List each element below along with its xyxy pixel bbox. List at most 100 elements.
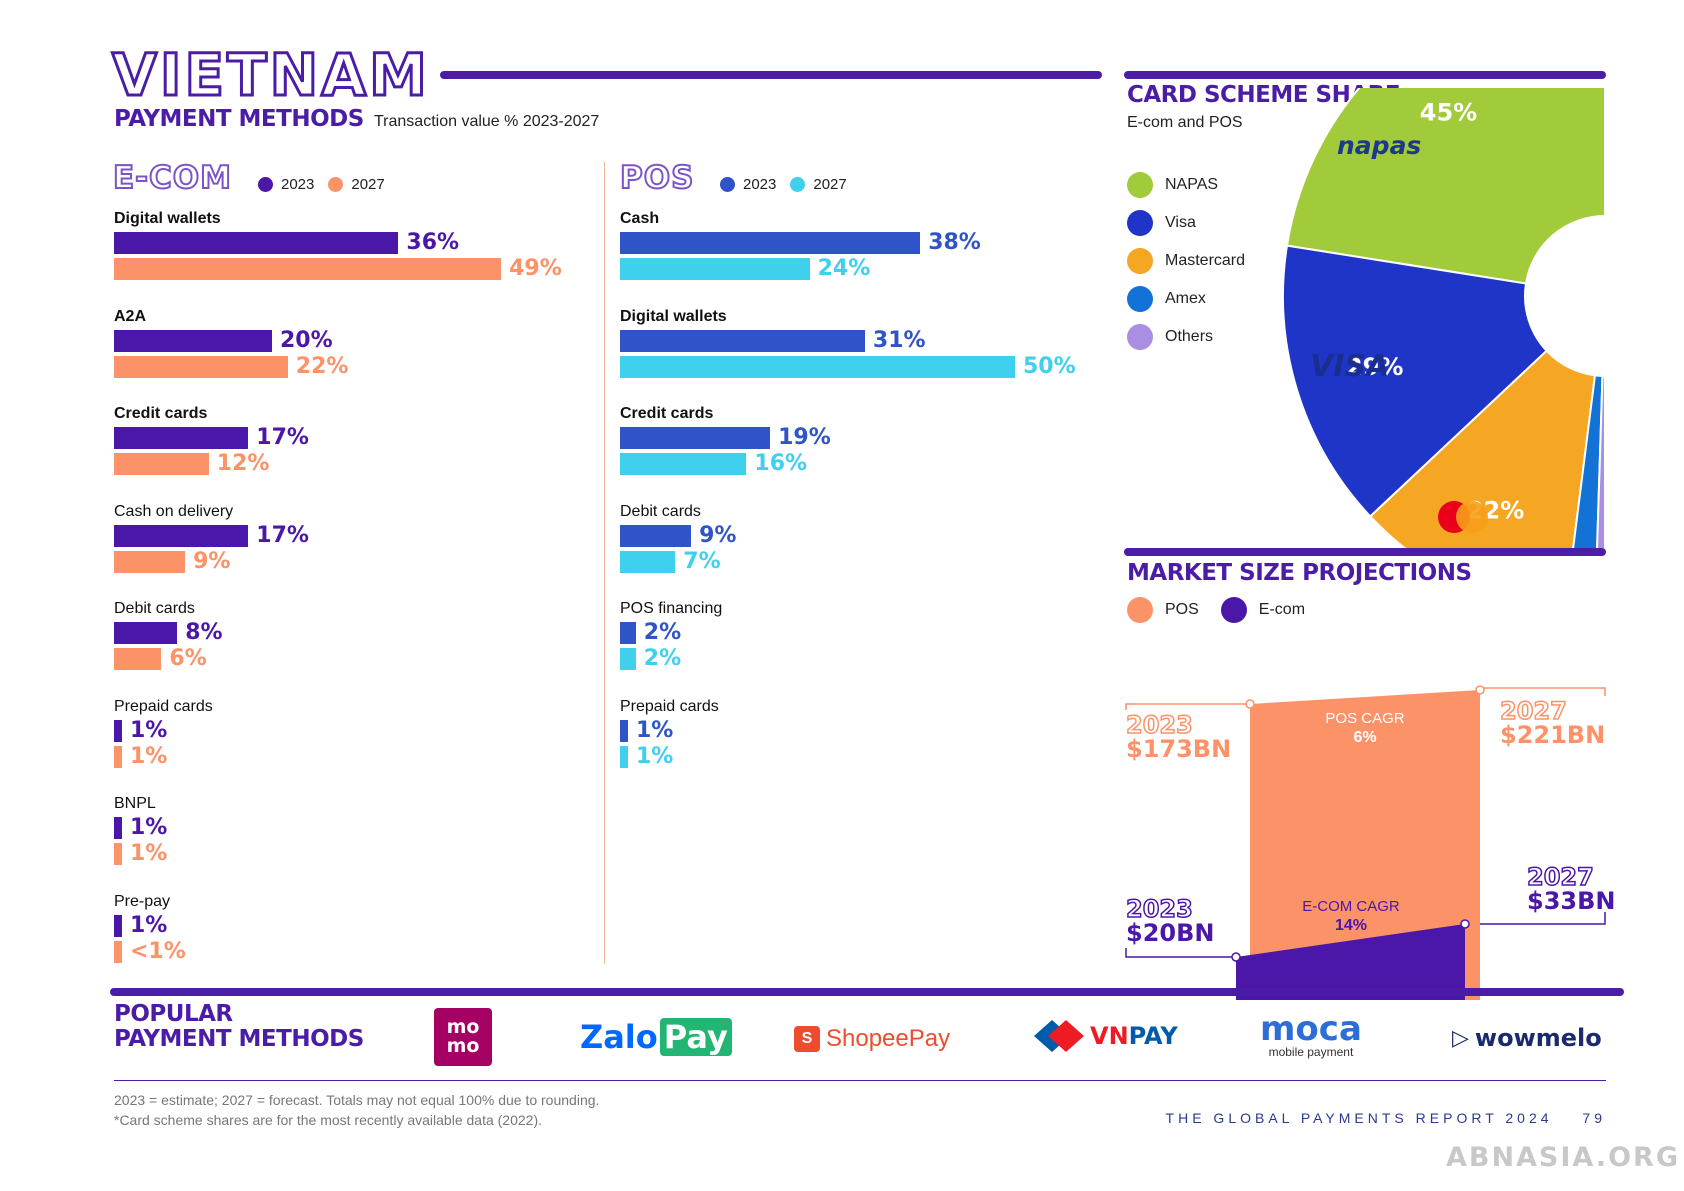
- pos-legend-2023: 2023: [743, 176, 777, 193]
- ecom-bar-2027: [114, 745, 122, 768]
- card-scheme-legend: NAPAS Visa Mastercard Amex Others: [1127, 172, 1245, 350]
- pie-label-visa: 29%: [1346, 353, 1403, 381]
- ecom-value-label-2023: 17%: [256, 522, 309, 548]
- ecom-value-label-2023: 8%: [185, 620, 223, 645]
- zalopay-logo: Zalo Pay: [580, 1016, 732, 1058]
- pos-legend-2023-dot: [720, 177, 735, 192]
- moca-logo: moca mobile payment: [1260, 1009, 1362, 1059]
- pos-category-label: Digital wallets: [620, 307, 727, 325]
- footer-note-1: 2023 = estimate; 2027 = forecast. Totals…: [114, 1092, 600, 1108]
- market-size-title: MARKET SIZE PROJECTIONS: [1127, 560, 1472, 586]
- pos-2023-year: 2023: [1125, 711, 1193, 739]
- pos-area: [1250, 690, 1480, 1000]
- others-swatch: [1127, 324, 1153, 350]
- ecom-value-label-2027: 9%: [193, 548, 231, 574]
- ecom-value-label-2023: 1%: [130, 912, 168, 938]
- pos-bar-2027: [620, 258, 810, 280]
- pos-value-label-2023: 31%: [872, 327, 926, 353]
- ecom-bar-2023: [114, 427, 249, 449]
- ecom-bar-2023: [114, 817, 122, 839]
- legend-label-others: Others: [1165, 328, 1214, 345]
- pos-2023-value: $173BN: [1126, 735, 1232, 763]
- ecom-bar-2027: [114, 258, 502, 280]
- footer-report: THE GLOBAL PAYMENTS REPORT 2024 79: [1166, 1110, 1606, 1126]
- footer-notes: 2023 = estimate; 2027 = forecast. Totals…: [114, 1090, 599, 1130]
- pie-slice-mastercard: [1368, 349, 1597, 548]
- pos-category-label: Credit cards: [620, 405, 714, 422]
- watermark: ABNASIA.ORG: [1445, 1142, 1680, 1173]
- pos-2023-point: [1245, 699, 1255, 709]
- legend-item-amex: Amex: [1127, 286, 1245, 312]
- popular-title: POPULAR PAYMENT METHODS: [114, 1002, 364, 1052]
- ecom-bar-2027: [114, 843, 122, 865]
- legend-label-amex: Amex: [1165, 290, 1206, 307]
- legend-item-visa: Visa: [1127, 210, 1245, 236]
- pos-section-title: POS: [619, 159, 695, 197]
- pos-value-label-2027: 50%: [1023, 353, 1076, 379]
- ecom-bar-2027: [114, 355, 288, 378]
- pos-value-label-2027: 7%: [683, 548, 721, 574]
- pos-category-label: POS financing: [620, 600, 723, 617]
- pie-label-napas: 45%: [1420, 99, 1477, 127]
- footer-note-2: *Card scheme shares are for the most rec…: [114, 1112, 542, 1128]
- ecom-legend: 2023 2027: [258, 176, 385, 193]
- ecom-category-label: Debit cards: [114, 600, 195, 617]
- pos-bar-2027: [620, 453, 747, 475]
- pos-category-label: Cash: [620, 210, 660, 227]
- shopee-bag-icon: S: [794, 1026, 820, 1052]
- pos-bar-2027: [620, 550, 676, 573]
- ecom-value-label-2027: 1%: [130, 841, 168, 866]
- ecom-legend-2027: 2027: [351, 176, 385, 193]
- ecom-bar-2023: [114, 914, 122, 937]
- popular-title-line1: POPULAR: [114, 1001, 233, 1027]
- visa-swatch: [1127, 210, 1153, 236]
- pos-bar-2023: [620, 329, 865, 352]
- momo-logo: mo mo: [434, 1008, 492, 1066]
- ecom-swatch: [1220, 597, 1247, 623]
- wowmelo-play-icon: ▷: [1452, 1025, 1469, 1050]
- pos-swatch: [1127, 597, 1153, 623]
- ecom-value-label-2023: 20%: [280, 327, 333, 353]
- pos-value-label-2023: 2%: [643, 620, 682, 645]
- ecom-value-label-2027: 22%: [295, 353, 349, 379]
- pos-bar-2027: [620, 355, 1015, 378]
- ecom-bar-2027: [114, 648, 162, 670]
- card-scheme-rule: [1124, 71, 1606, 79]
- ecom-category-label: BNPL: [114, 795, 156, 812]
- ecom-2027-value: $33BN: [1527, 887, 1616, 915]
- pos-cagr-label: POS CAGR: [1325, 710, 1405, 727]
- napas-logo: napas✕: [1337, 131, 1443, 160]
- header-rule: [440, 71, 1102, 79]
- amex-swatch: [1127, 286, 1153, 312]
- ecom-legend-2023: 2023: [281, 176, 315, 193]
- section-divider: [604, 162, 605, 964]
- mastercard-swatch: [1127, 248, 1153, 274]
- market-legend-ecom: E-com: [1258, 601, 1306, 618]
- ecom-category-label: Pre-pay: [114, 892, 171, 910]
- napas-swatch: [1127, 172, 1153, 198]
- pos-value-label-2027: 24%: [817, 256, 871, 281]
- report-name: THE GLOBAL PAYMENTS REPORT 2024: [1165, 1110, 1553, 1126]
- pos-category-label: Debit cards: [620, 502, 701, 520]
- pie-slice-visa: [1282, 244, 1549, 518]
- ecom-bar-2023: [114, 524, 249, 547]
- pos-2027-year: 2027: [1499, 697, 1567, 725]
- pos-value-label-2023: 9%: [699, 522, 737, 548]
- ecom-value-label-2023: 1%: [130, 717, 168, 743]
- pos-2027-value: $221BN: [1500, 721, 1606, 749]
- market-size-legend: POS E-com: [1127, 597, 1305, 623]
- ecom-value-label-2027: 49%: [509, 256, 562, 281]
- pos-bar-2027: [620, 648, 636, 670]
- pos-value-label-2027: 2%: [643, 646, 682, 671]
- ecom-2023-value: $20BN: [1126, 919, 1215, 947]
- market-size-rule: [1124, 548, 1606, 556]
- ecom-bar-2027: [114, 550, 186, 573]
- pie-slice-others: [1596, 374, 1606, 548]
- market-legend-pos: POS: [1165, 601, 1199, 618]
- ecom-value-label-2023: 17%: [256, 425, 309, 450]
- footer-rule: [114, 1080, 1606, 1081]
- ecom-value-label-2027: 12%: [216, 451, 270, 476]
- mastercard-logo: [1438, 501, 1488, 533]
- legend-label-mastercard: Mastercard: [1165, 252, 1246, 269]
- pos-bar-2023: [620, 524, 692, 547]
